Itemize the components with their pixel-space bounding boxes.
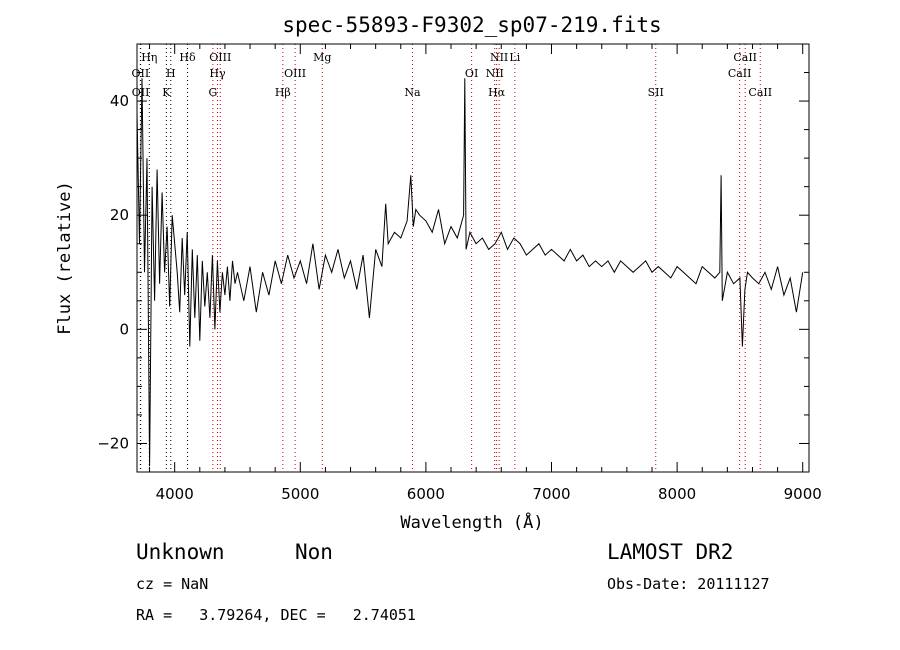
line-label-16: NII xyxy=(490,51,508,64)
line-label-18: SII xyxy=(648,86,664,99)
redshift-cz: cz = NaN xyxy=(136,575,208,593)
line-label-13: OI xyxy=(465,67,478,80)
spectral-line-markers xyxy=(139,44,761,472)
x-axis-title: Wavelength (Å) xyxy=(400,511,543,533)
line-label-3: K xyxy=(162,86,171,99)
x-tick-label-4: 8000 xyxy=(658,485,696,503)
line-label-14: NII xyxy=(486,67,504,80)
spectrum-series xyxy=(136,78,804,467)
x-tick-label-5: 9000 xyxy=(784,485,822,503)
x-tick-label-2: 6000 xyxy=(407,485,445,503)
object-class: Unknown xyxy=(136,540,225,564)
line-label-20: CaII xyxy=(733,51,757,64)
y-tick-label-0: −20 xyxy=(97,434,129,452)
y-tick-label-3: 40 xyxy=(110,92,129,110)
series-line-0 xyxy=(136,78,804,467)
observation-date: Obs-Date: 20111127 xyxy=(607,575,770,593)
line-label-7: Hγ xyxy=(209,67,226,80)
line-label-1: OII xyxy=(132,86,150,99)
line-label-11: Mg xyxy=(313,51,331,64)
x-tick-label-1: 5000 xyxy=(281,485,319,503)
y-tick-label-1: 0 xyxy=(119,320,129,338)
chart-title: spec-55893-F9302_sp07-219.fits xyxy=(282,13,661,37)
line-label-17: Li xyxy=(509,51,520,64)
line-label-19: CaII xyxy=(728,67,752,80)
line-label-12: Na xyxy=(404,86,421,99)
line-label-9: Hβ xyxy=(275,86,291,99)
line-label-5: Hδ xyxy=(179,51,196,64)
line-label-0: OII xyxy=(132,67,150,80)
y-axis-title: Flux (relative) xyxy=(55,181,75,335)
line-label-10: OIII xyxy=(284,67,306,80)
x-tick-label-0: 4000 xyxy=(156,485,194,503)
x-tick-label-3: 7000 xyxy=(532,485,570,503)
line-label-21: CaII xyxy=(748,86,772,99)
line-label-15: Hα xyxy=(488,86,506,99)
line-label-2: Hη xyxy=(141,51,157,64)
y-tick-label-2: 20 xyxy=(110,206,129,224)
y-axis-ticks: −20 0 20 40 xyxy=(97,72,809,452)
line-label-8: OIII xyxy=(209,51,231,64)
x-axis-ticks: 4000 5000 6000 7000 8000 9000 xyxy=(149,44,822,503)
object-subclass: Non xyxy=(295,540,333,564)
survey-name: LAMOST DR2 xyxy=(607,540,733,564)
plot-frame xyxy=(136,43,810,473)
line-label-4: H xyxy=(166,67,176,80)
line-label-6: G xyxy=(208,86,217,99)
ra-dec: RA = 3.79264, DEC = 2.74051 xyxy=(136,606,416,624)
